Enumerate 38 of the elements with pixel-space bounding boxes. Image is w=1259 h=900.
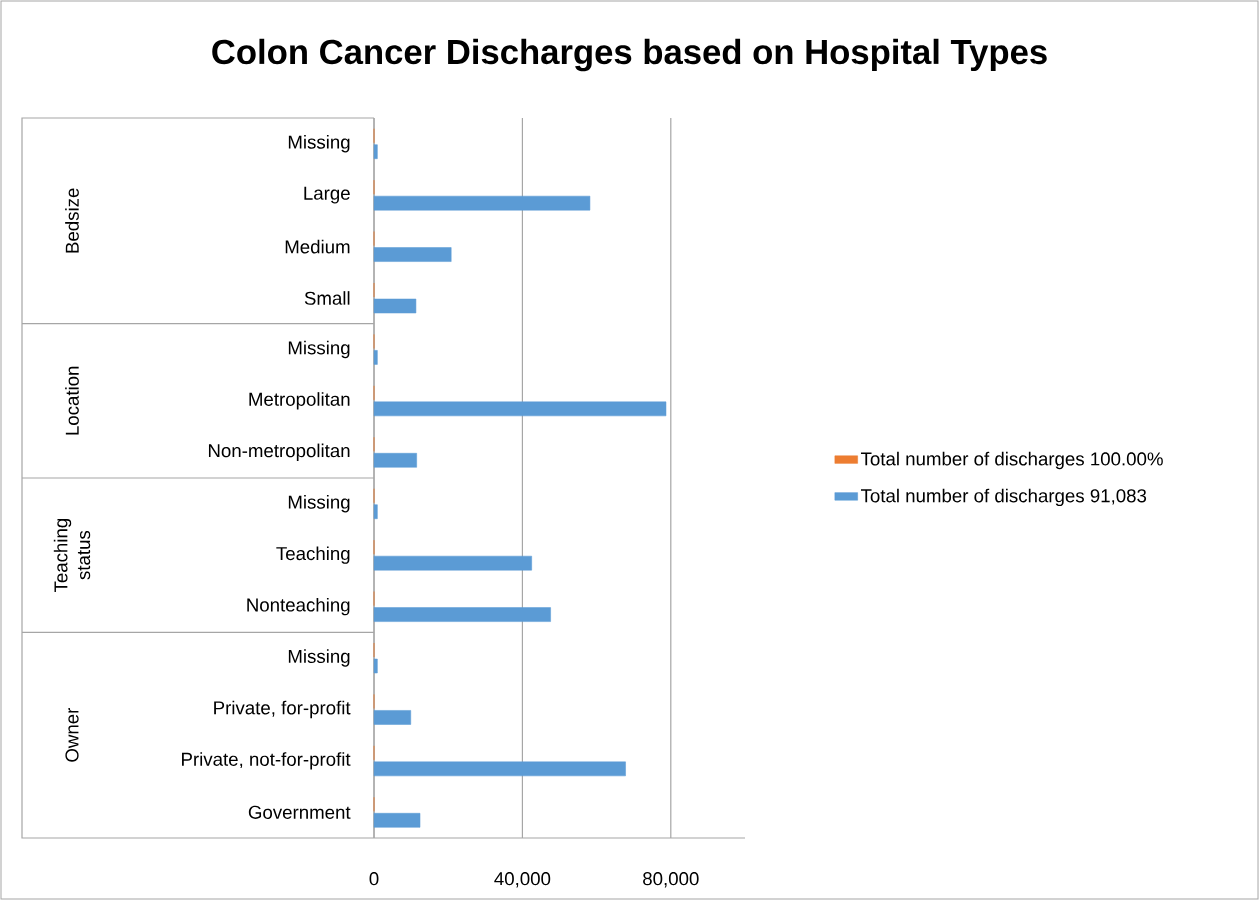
- bar: [373, 504, 378, 519]
- text: Teaching status: [53, 518, 91, 593]
- y-tick-label: Metropolitan: [249, 392, 350, 410]
- y-tick-label: Private, not-for-profit: [182, 752, 351, 770]
- legend-label: Total number of discharges 91,083: [860, 488, 1147, 507]
- bar: [373, 813, 421, 828]
- text: Bedsize: [65, 188, 79, 253]
- y-tick-label: Medium: [285, 239, 350, 254]
- bar: [373, 761, 626, 777]
- bar: [373, 350, 378, 365]
- y-tick-label: Private, for-profit: [214, 700, 351, 719]
- x-tick-label: 40,000: [494, 872, 551, 888]
- chart-title: Colon Cancer Discharges based on Hospital Types: [212, 38, 1047, 72]
- bar: [373, 607, 551, 622]
- legend-label: Total number of discharges 100.00%: [860, 451, 1163, 470]
- text: Owner: [65, 707, 79, 762]
- x-tick-label: 0: [369, 872, 379, 886]
- y-tick-label: Large: [304, 186, 350, 204]
- y-tick-label: Non-metropolitan: [208, 443, 350, 461]
- bar: [373, 401, 667, 417]
- y-tick-label: Missing: [288, 495, 350, 513]
- y-tick-label: Missing: [288, 340, 350, 359]
- x-tick-label: 80,000: [643, 872, 699, 888]
- y-tick-label: Missing: [288, 649, 350, 667]
- bar: [373, 555, 532, 571]
- y-tick-label: Nonteaching: [247, 597, 350, 616]
- bar: [373, 298, 417, 314]
- bar: [373, 144, 378, 159]
- bar: [373, 195, 591, 211]
- bar: [373, 710, 411, 725]
- y-tick-label: Teaching: [276, 546, 350, 564]
- y-tick-label: Small: [304, 291, 350, 305]
- bar: [373, 453, 417, 468]
- y-tick-label: Government: [248, 805, 351, 819]
- bar: [373, 658, 378, 674]
- y-tick-label: Missing: [288, 135, 350, 153]
- bar: [373, 247, 452, 262]
- text: Location: [65, 366, 79, 435]
